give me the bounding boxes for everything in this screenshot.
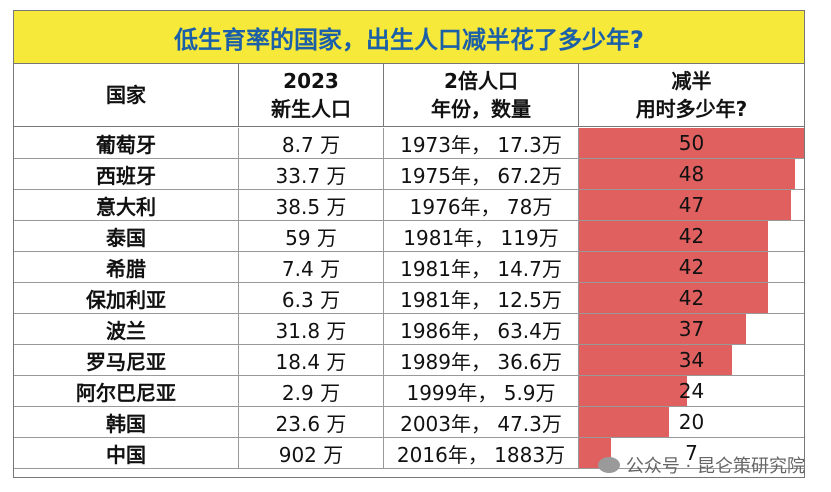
halving-bar bbox=[579, 314, 746, 344]
wechat-icon bbox=[597, 457, 620, 473]
halving-value-label: 20 bbox=[678, 410, 705, 434]
header-halving: 减半 用时多少年? bbox=[579, 64, 804, 127]
halving-bar bbox=[579, 283, 768, 313]
table-row: 韩国 23.6 万 2003年， 47.3万 20 bbox=[14, 407, 804, 438]
table-row: 泰国 59 万 1981年， 119万 42 bbox=[14, 221, 804, 252]
halving-value-label: 47 bbox=[678, 193, 705, 217]
table-row: 阿尔巴尼亚 2.9 万 1999年， 5.9万 24 bbox=[14, 376, 804, 407]
chart-title: 低生育率的国家，出生人口减半花了多少年? bbox=[14, 11, 804, 64]
country-cell: 韩国 bbox=[14, 407, 239, 437]
table-row: 罗马尼亚 18.4 万 1989年， 36.6万 34 bbox=[14, 345, 804, 376]
births-cell: 31.8 万 bbox=[239, 314, 384, 344]
double-year-cell: 1986年， 63.4万 bbox=[384, 314, 579, 344]
header-halving-line-2: 用时多少年? bbox=[635, 97, 748, 121]
header-country: 国家 bbox=[14, 64, 239, 127]
header-country-line-1: 国家 bbox=[106, 83, 146, 107]
halving-value-label: 50 bbox=[678, 131, 705, 155]
halving-bar bbox=[579, 407, 669, 437]
country-cell: 西班牙 bbox=[14, 159, 239, 189]
births-cell: 18.4 万 bbox=[239, 345, 384, 375]
header-births-line-2: 新生人口 bbox=[271, 97, 351, 121]
country-cell: 保加利亚 bbox=[14, 283, 239, 313]
halving-bar bbox=[579, 128, 804, 158]
births-cell: 38.5 万 bbox=[239, 190, 384, 220]
births-cell: 23.6 万 bbox=[239, 407, 384, 437]
header-double: 2倍人口 年份，数量 bbox=[384, 64, 579, 127]
header-halving-line-1: 减半 bbox=[671, 69, 712, 93]
country-cell: 阿尔巴尼亚 bbox=[14, 376, 239, 406]
births-cell: 59 万 bbox=[239, 221, 384, 251]
halving-value-label: 37 bbox=[678, 317, 705, 341]
data-table: 低生育率的国家，出生人口减半花了多少年? 国家 2023 新生人口 2倍人口 年… bbox=[13, 10, 805, 478]
table-row: 西班牙 33.7 万 1975年， 67.2万 48 bbox=[14, 159, 804, 190]
double-year-cell: 1989年， 36.6万 bbox=[384, 345, 579, 375]
watermark: 公众号 · 昆仑策研究院 bbox=[597, 452, 805, 478]
double-year-cell: 1981年， 14.7万 bbox=[384, 252, 579, 282]
births-cell: 7.4 万 bbox=[239, 252, 384, 282]
halving-bar bbox=[579, 159, 795, 189]
births-cell: 8.7 万 bbox=[239, 128, 384, 158]
table-row: 保加利亚 6.3 万 1981年， 12.5万 42 bbox=[14, 283, 804, 314]
double-year-cell: 1981年， 12.5万 bbox=[384, 283, 579, 313]
births-cell: 6.3 万 bbox=[239, 283, 384, 313]
double-year-cell: 2003年， 47.3万 bbox=[384, 407, 579, 437]
country-cell: 意大利 bbox=[14, 190, 239, 220]
country-cell: 泰国 bbox=[14, 221, 239, 251]
halving-value-label: 7 bbox=[685, 441, 698, 465]
country-cell: 中国 bbox=[14, 438, 239, 468]
country-cell: 葡萄牙 bbox=[14, 128, 239, 158]
halving-bar bbox=[579, 190, 791, 220]
header-births-line-1: 2023 bbox=[283, 69, 339, 93]
double-year-cell: 1976年， 78万 bbox=[384, 190, 579, 220]
header-double-line-2: 年份，数量 bbox=[431, 97, 531, 121]
double-year-cell: 1981年， 119万 bbox=[384, 221, 579, 251]
halving-bar bbox=[579, 345, 732, 375]
halving-bar bbox=[579, 376, 687, 406]
double-year-cell: 1973年， 17.3万 bbox=[384, 128, 579, 158]
halving-bar bbox=[579, 252, 768, 282]
double-year-cell: 1999年， 5.9万 bbox=[384, 376, 579, 406]
halving-value-label: 42 bbox=[678, 224, 705, 248]
table-row: 意大利 38.5 万 1976年， 78万 47 bbox=[14, 190, 804, 221]
halving-value-label: 24 bbox=[678, 379, 705, 403]
country-cell: 波兰 bbox=[14, 314, 239, 344]
header-births: 2023 新生人口 bbox=[239, 64, 384, 127]
double-year-cell: 2016年， 1883万 bbox=[384, 438, 579, 468]
births-cell: 33.7 万 bbox=[239, 159, 384, 189]
header-double-line-1: 2倍人口 bbox=[444, 69, 518, 93]
halving-value-label: 34 bbox=[678, 348, 705, 372]
births-cell: 902 万 bbox=[239, 438, 384, 468]
births-cell: 2.9 万 bbox=[239, 376, 384, 406]
halving-value-label: 42 bbox=[678, 286, 705, 310]
country-cell: 希腊 bbox=[14, 252, 239, 282]
table-row: 波兰 31.8 万 1986年， 63.4万 37 bbox=[14, 314, 804, 345]
table-row: 希腊 7.4 万 1981年， 14.7万 42 bbox=[14, 252, 804, 283]
halving-value-label: 42 bbox=[678, 255, 705, 279]
table-row: 葡萄牙 8.7 万 1973年， 17.3万 50 bbox=[14, 128, 804, 159]
halving-bar bbox=[579, 221, 768, 251]
halving-value-label: 48 bbox=[678, 162, 705, 186]
table-row: 中国 902 万 2016年， 1883万 7 bbox=[14, 438, 804, 469]
double-year-cell: 1975年， 67.2万 bbox=[384, 159, 579, 189]
country-cell: 罗马尼亚 bbox=[14, 345, 239, 375]
watermark-text: 公众号 · 昆仑策研究院 bbox=[625, 456, 805, 477]
